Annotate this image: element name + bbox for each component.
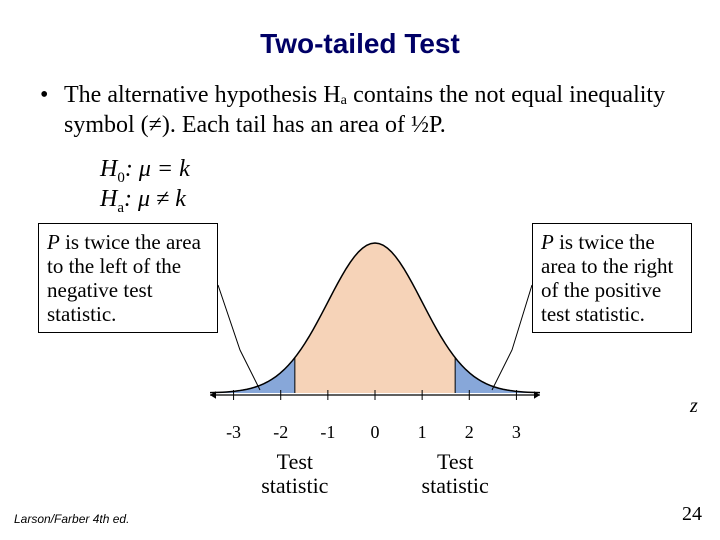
- bullet-dot: •: [40, 80, 58, 110]
- hypothesis-ha: Ha: μ ≠ k: [100, 186, 400, 217]
- test-statistic-label: Teststatistic: [405, 450, 505, 498]
- footer-citation: Larson/Farber 4th ed.: [14, 512, 129, 526]
- axis-tick-label: -3: [219, 422, 249, 443]
- h0-rest: : μ = k: [125, 156, 190, 182]
- hypothesis-h0: H0: μ = k: [100, 156, 400, 187]
- note-right-p: P: [541, 230, 554, 254]
- h0-sub: 0: [117, 170, 125, 186]
- ha-rest: : μ ≠ k: [124, 186, 186, 212]
- test-statistic-label: Teststatistic: [245, 450, 345, 498]
- page-number: 24: [682, 503, 702, 526]
- ha-sub: a: [117, 200, 124, 216]
- note-left-text: is twice the area to the left of the neg…: [47, 230, 201, 326]
- bullet-text: The alternative hypothesis Hₐ contains t…: [64, 80, 674, 140]
- normal-curve-chart: [210, 225, 540, 405]
- note-right-text: is twice the area to the right of the po…: [541, 230, 673, 326]
- bullet-item: • The alternative hypothesis Hₐ contains…: [40, 80, 680, 140]
- axis-variable-label: z: [690, 395, 698, 418]
- note-left: P is twice the area to the left of the n…: [38, 223, 218, 333]
- h0-sym: H: [100, 156, 117, 182]
- axis-tick-label: 3: [501, 422, 531, 443]
- note-left-p: P: [47, 230, 60, 254]
- axis-tick-label: -2: [266, 422, 296, 443]
- axis-tick-label: 1: [407, 422, 437, 443]
- ha-sym: H: [100, 186, 117, 212]
- slide-title: Two-tailed Test: [0, 28, 720, 60]
- axis-tick-label: 2: [454, 422, 484, 443]
- slide: Two-tailed Test • The alternative hypoth…: [0, 0, 720, 540]
- note-right: P is twice the area to the right of the …: [532, 223, 692, 333]
- axis-tick-label: -1: [313, 422, 343, 443]
- axis-tick-label: 0: [360, 422, 390, 443]
